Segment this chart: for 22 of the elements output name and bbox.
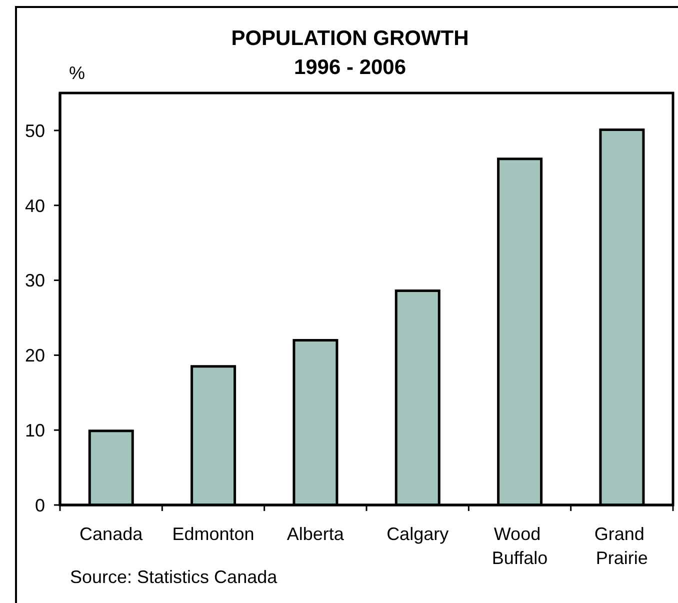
x-tick-label: Calgary <box>386 524 449 544</box>
y-tick-label: 10 <box>24 420 45 440</box>
bar <box>599 128 645 505</box>
y-tick-label: 20 <box>24 346 45 366</box>
x-tick-label: Wood Buffalo <box>492 524 548 568</box>
y-tick-label: 30 <box>24 270 45 291</box>
y-tick-label: 40 <box>24 196 45 216</box>
y-tick-label: 50 <box>24 120 45 141</box>
bar <box>88 430 134 505</box>
y-axis-title: % <box>69 63 86 83</box>
bar <box>394 290 440 505</box>
bar <box>190 365 236 505</box>
y-tick-label: 0 <box>34 495 45 516</box>
x-tick-label: Edmonton <box>172 524 254 544</box>
bar <box>497 158 543 505</box>
bar <box>292 338 338 505</box>
chart-title: POPULATION GROWTH <box>230 26 470 52</box>
x-tick-label: Grand Prairie <box>594 524 650 568</box>
x-tick-label: Canada <box>80 524 144 544</box>
chart-subtitle: 1996 - 2006 <box>294 56 406 79</box>
source-note: Source: Statistics Canada <box>70 567 278 587</box>
x-tick-label: Alberta <box>286 524 345 544</box>
